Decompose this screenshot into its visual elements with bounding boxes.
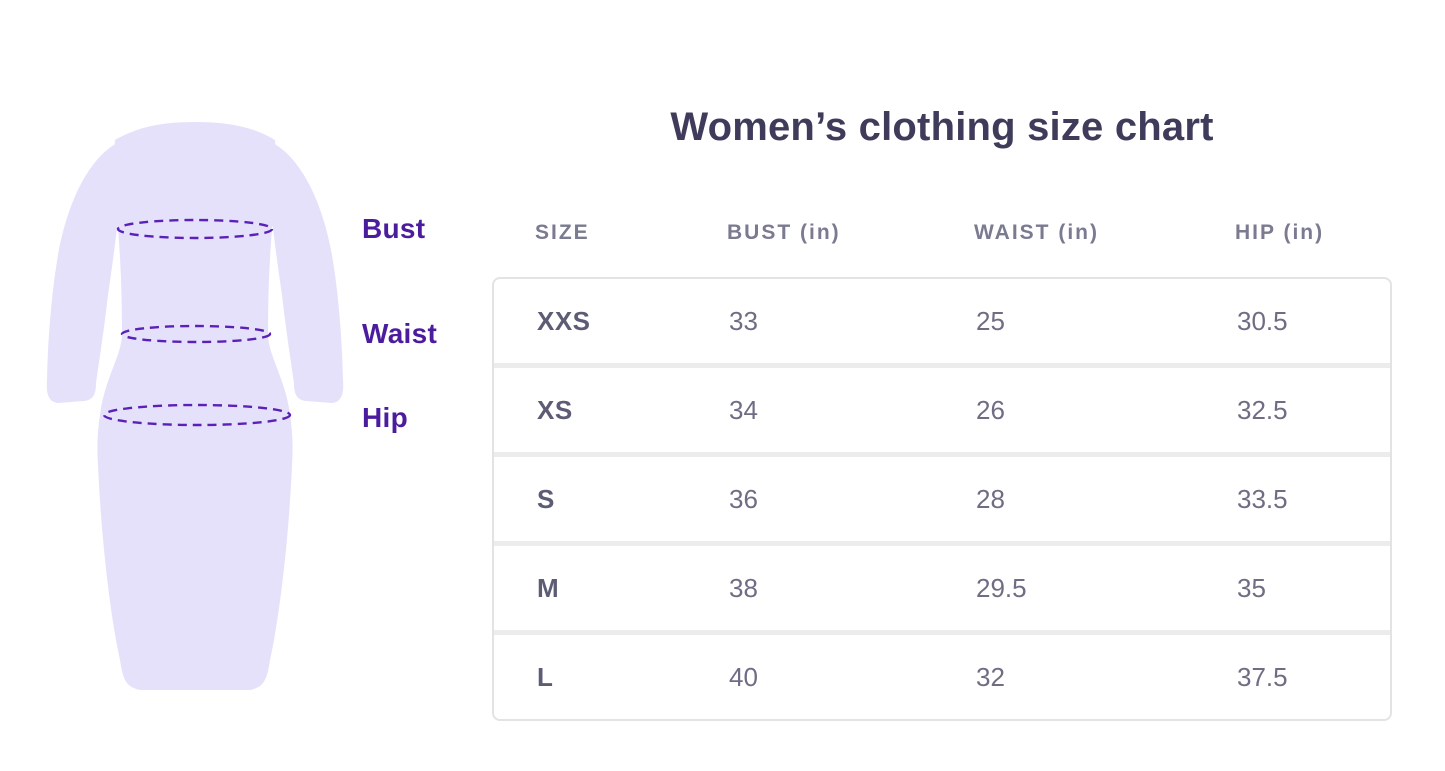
dress-left-sleeve-shape (46, 143, 126, 403)
waist-label: Waist (362, 318, 438, 349)
column-header-waist: WAIST (in) (974, 220, 1099, 244)
cell-bust: 33 (729, 305, 758, 336)
waist-measure-ellipse (120, 324, 272, 344)
cell-bust: 36 (729, 483, 758, 514)
dress-illustration-icon (46, 122, 344, 690)
cell-size: L (537, 661, 554, 692)
cell-waist: 32 (976, 661, 1005, 692)
cell-waist: 26 (976, 394, 1005, 425)
cell-hip: 37.5 (1237, 661, 1288, 692)
cell-bust: 34 (729, 394, 758, 425)
cell-hip: 32.5 (1237, 394, 1288, 425)
cell-size: S (537, 483, 555, 514)
column-header-hip: HIP (in) (1235, 220, 1325, 244)
cell-size: XXS (537, 305, 591, 336)
cell-waist: 28 (976, 483, 1005, 514)
column-header-bust: BUST (in) (727, 220, 841, 244)
cell-bust: 38 (729, 572, 758, 603)
cell-size: XS (537, 394, 573, 425)
dress-right-sleeve-shape (264, 143, 344, 403)
table-row: XS 34 26 32.5 (494, 368, 1390, 457)
cell-hip: 35 (1237, 572, 1266, 603)
hip-measure-ellipse (102, 403, 292, 427)
table-row: L 40 32 37.5 (494, 635, 1390, 719)
cell-waist: 29.5 (976, 572, 1027, 603)
table-header-row: SIZE BUST (in) WAIST (in) HIP (in) (492, 210, 1392, 255)
hip-label: Hip (362, 402, 409, 433)
table-row: XXS 33 25 30.5 (494, 279, 1390, 368)
cell-size: M (537, 572, 560, 603)
cell-hip: 33.5 (1237, 483, 1288, 514)
cell-waist: 25 (976, 305, 1005, 336)
size-table: XXS 33 25 30.5 XS 34 26 32.5 S 36 28 33.… (492, 277, 1392, 721)
cell-hip: 30.5 (1237, 305, 1288, 336)
column-header-size: SIZE (535, 220, 590, 244)
table-row: S 36 28 33.5 (494, 457, 1390, 546)
bust-label: Bust (362, 213, 426, 244)
cell-bust: 40 (729, 661, 758, 692)
bust-measure-ellipse (116, 218, 274, 240)
page-title: Women’s clothing size chart (670, 105, 1214, 149)
dress-body-shape (97, 122, 293, 690)
table-row: M 38 29.5 35 (494, 546, 1390, 635)
